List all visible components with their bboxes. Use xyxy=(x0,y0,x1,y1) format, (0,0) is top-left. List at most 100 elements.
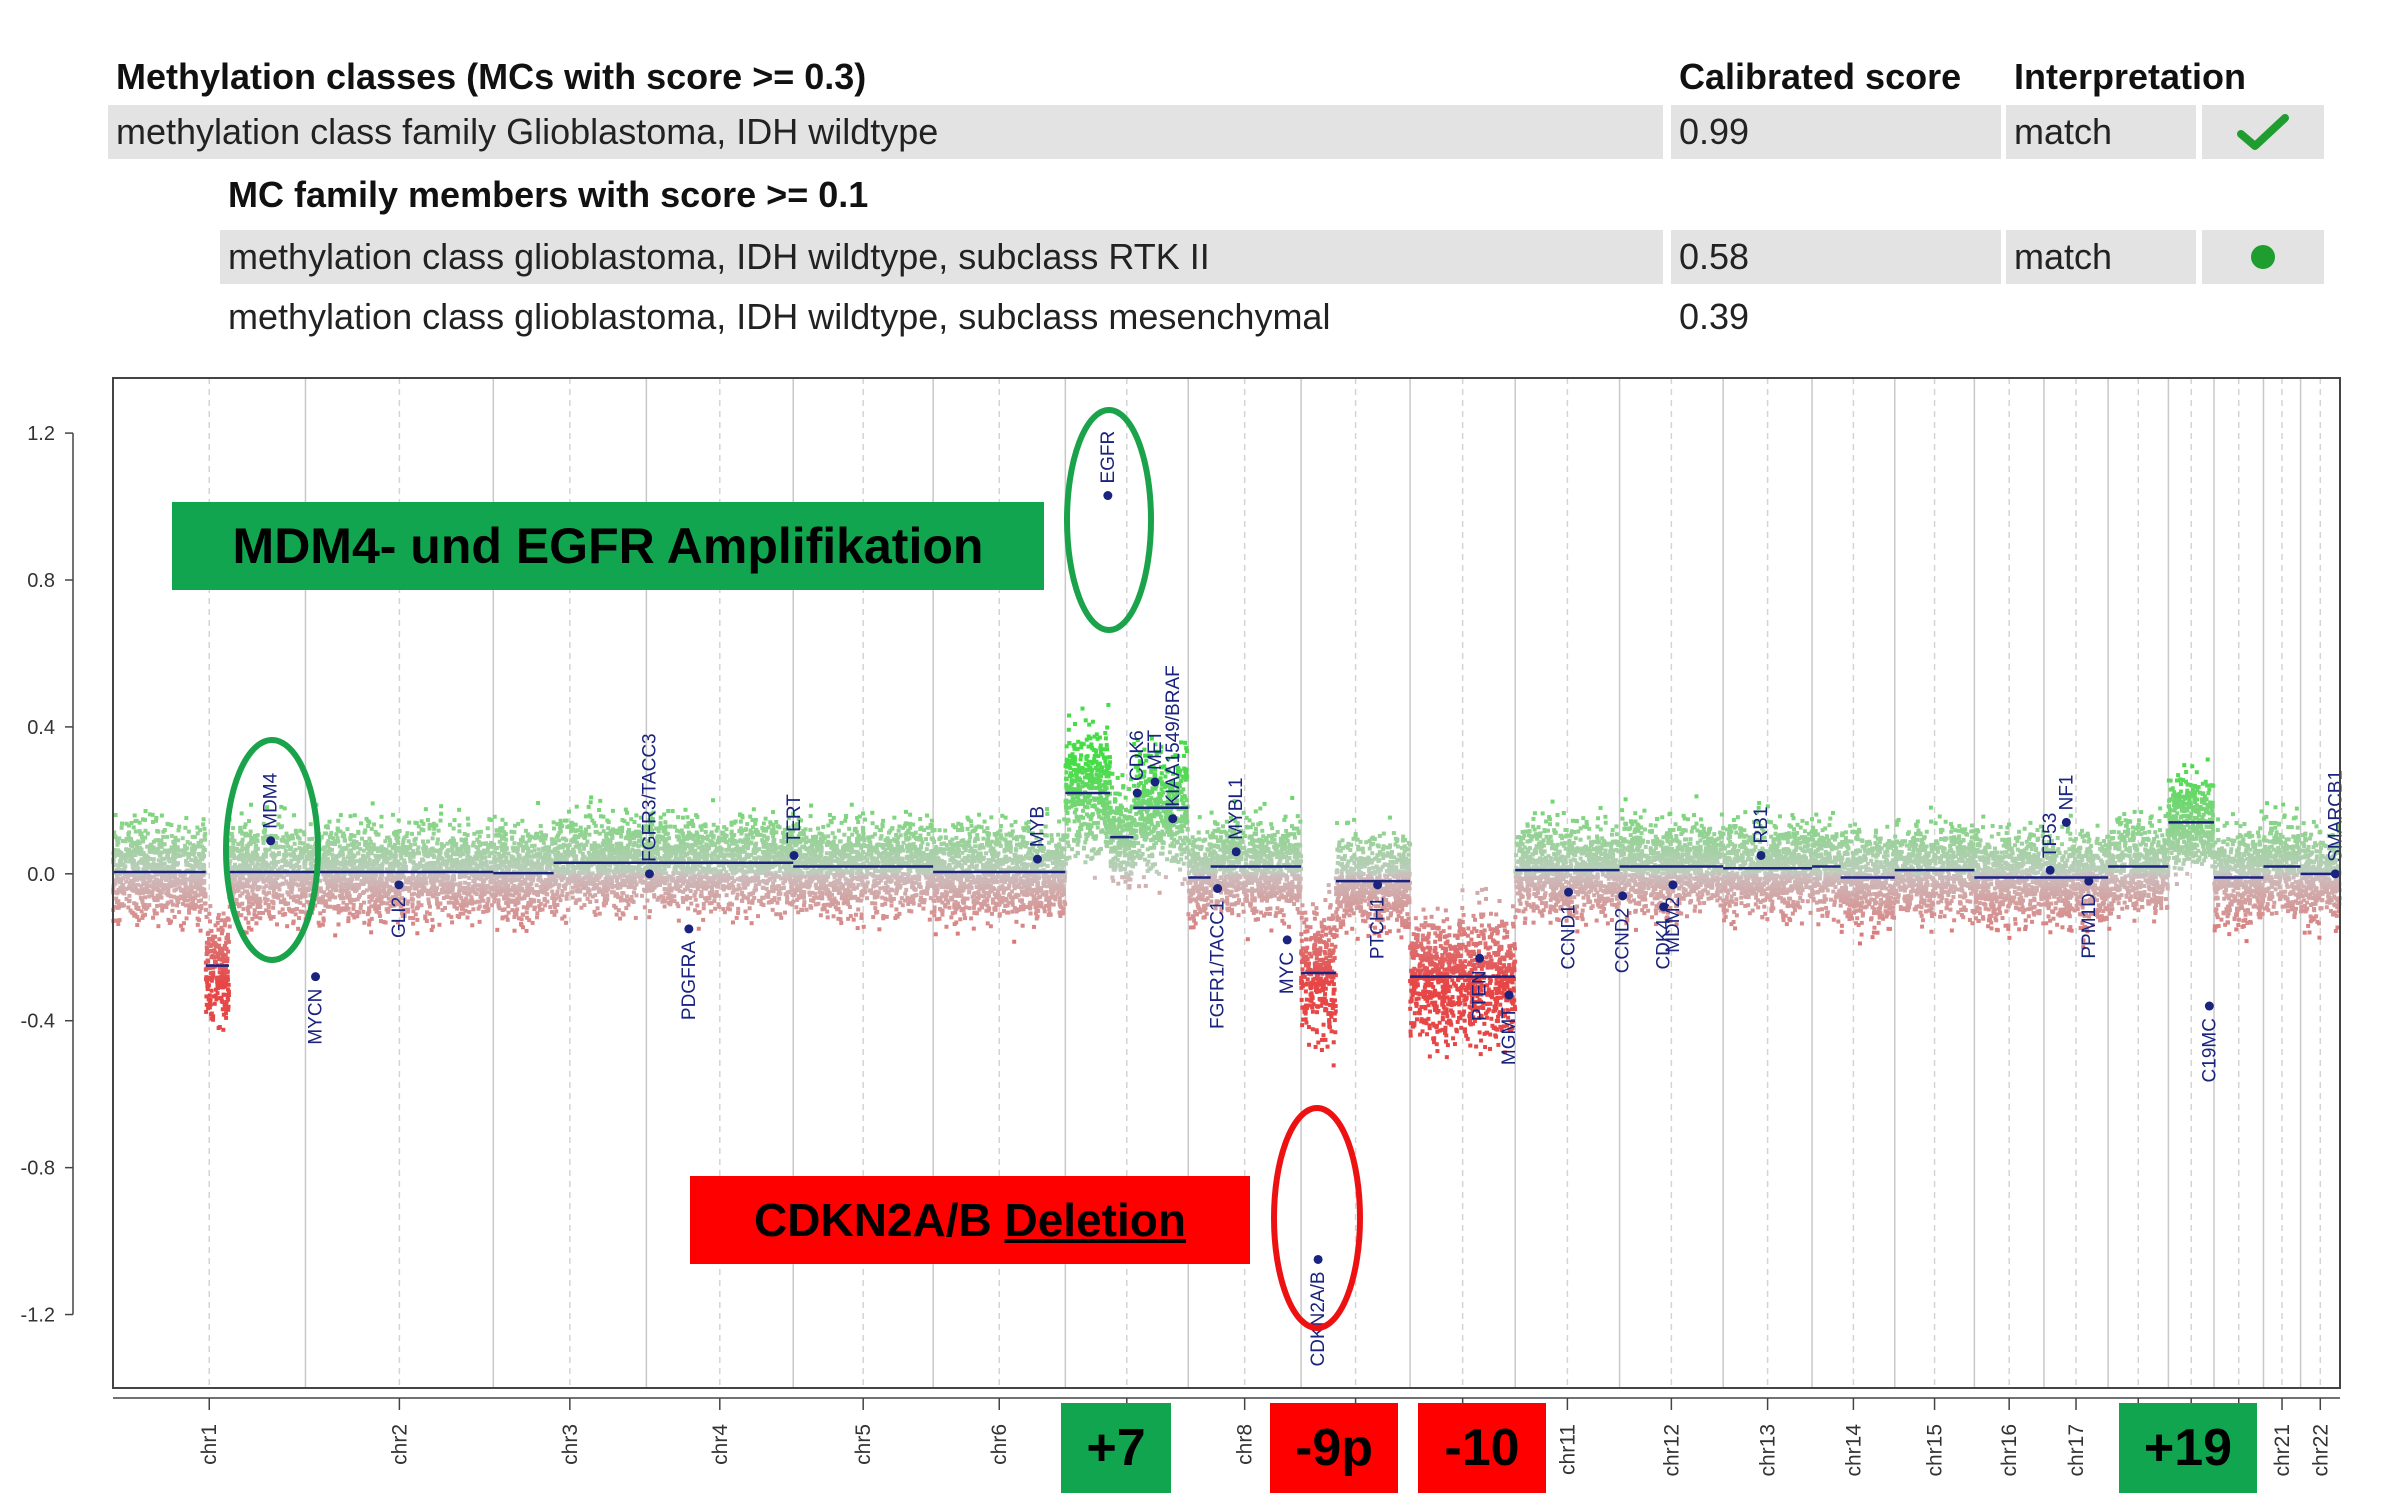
probe-point xyxy=(329,831,333,835)
probe-point xyxy=(379,824,383,828)
probe-point xyxy=(462,860,466,864)
probe-point xyxy=(516,850,520,854)
probe-point xyxy=(499,854,503,858)
probe-point xyxy=(339,813,343,817)
probe-point xyxy=(532,854,536,858)
probe-point xyxy=(458,847,462,851)
probe-point xyxy=(416,848,420,852)
probe-point xyxy=(390,867,394,871)
probe-point xyxy=(592,881,596,885)
probe-point xyxy=(271,906,275,910)
probe-point xyxy=(574,835,578,839)
probe-point xyxy=(407,889,411,893)
probe-point xyxy=(621,911,625,915)
probe-point xyxy=(464,837,468,841)
probe-point xyxy=(555,890,559,894)
probe-point xyxy=(450,879,454,883)
probe-point xyxy=(535,911,539,915)
probe-point xyxy=(161,873,165,877)
probe-point xyxy=(238,894,242,898)
probe-point xyxy=(205,952,209,956)
probe-point xyxy=(521,913,525,917)
probe-point xyxy=(209,971,213,975)
probe-point xyxy=(267,891,271,895)
probe-point xyxy=(345,896,349,900)
probe-point xyxy=(251,885,255,889)
probe-point xyxy=(586,877,590,881)
probe-point xyxy=(520,875,524,879)
probe-point xyxy=(222,1013,226,1017)
probe-point xyxy=(610,882,614,886)
probe-point xyxy=(471,907,475,911)
probe-point xyxy=(204,908,208,912)
probe-point xyxy=(571,850,575,854)
probe-point xyxy=(474,867,478,871)
probe-point xyxy=(411,916,415,920)
probe-point xyxy=(147,894,151,898)
probe-point xyxy=(452,826,456,830)
probe-point xyxy=(403,861,407,865)
probe-point xyxy=(178,895,182,899)
probe-point xyxy=(544,878,548,882)
probe-point xyxy=(497,904,501,908)
probe-point xyxy=(388,838,392,842)
probe-point xyxy=(500,889,504,893)
probe-point xyxy=(603,900,607,904)
probe-point xyxy=(631,876,635,880)
probe-point xyxy=(616,895,620,899)
probe-point xyxy=(439,856,443,860)
probe-point xyxy=(189,902,193,906)
probe-point xyxy=(417,901,421,905)
probe-point xyxy=(272,858,276,862)
probe-point xyxy=(517,893,521,897)
probe-point xyxy=(201,879,205,883)
probe-point xyxy=(120,826,124,830)
probe-point xyxy=(383,891,387,895)
probe-point xyxy=(593,877,597,881)
probe-point xyxy=(291,853,295,857)
probe-point xyxy=(525,929,529,933)
probe-point xyxy=(207,937,211,941)
probe-point xyxy=(510,836,514,840)
probe-point xyxy=(392,862,396,866)
probe-point xyxy=(226,970,230,974)
probe-point xyxy=(337,922,341,926)
probe-point xyxy=(138,832,142,836)
probe-point xyxy=(466,916,470,920)
probe-point xyxy=(619,842,623,846)
probe-point xyxy=(294,864,298,868)
probe-point xyxy=(569,821,573,825)
probe-point xyxy=(367,923,371,927)
probe-point xyxy=(553,848,557,852)
probe-point xyxy=(486,826,490,830)
probe-point xyxy=(179,924,183,928)
probe-point xyxy=(413,842,417,846)
probe-point xyxy=(586,890,590,894)
probe-point xyxy=(466,823,470,827)
probe-point xyxy=(348,911,352,915)
probe-point xyxy=(430,847,434,851)
probe-point xyxy=(181,848,185,852)
probe-point xyxy=(634,916,638,920)
probe-point xyxy=(440,876,444,880)
probe-point xyxy=(121,839,125,843)
probe-point xyxy=(189,884,193,888)
probe-point xyxy=(219,985,223,989)
probe-point xyxy=(507,911,511,915)
probe-point xyxy=(129,852,133,856)
probe-point xyxy=(575,841,579,845)
probe-point xyxy=(160,814,164,818)
probe-point xyxy=(564,921,568,925)
probe-point xyxy=(535,915,539,919)
probe-point xyxy=(298,854,302,858)
probe-point xyxy=(427,901,431,905)
probe-point xyxy=(621,855,625,859)
probe-point xyxy=(226,950,230,954)
probe-point xyxy=(514,909,518,913)
probe-point xyxy=(328,905,332,909)
probe-point xyxy=(251,897,255,901)
probe-point xyxy=(468,892,472,896)
probe-point xyxy=(433,865,437,869)
probe-point xyxy=(528,837,532,841)
probe-point xyxy=(501,826,505,830)
